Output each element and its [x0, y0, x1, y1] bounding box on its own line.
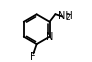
Text: F: F	[30, 52, 36, 62]
Text: N: N	[46, 32, 54, 42]
Text: 2: 2	[66, 13, 70, 22]
Text: NH: NH	[58, 11, 73, 21]
